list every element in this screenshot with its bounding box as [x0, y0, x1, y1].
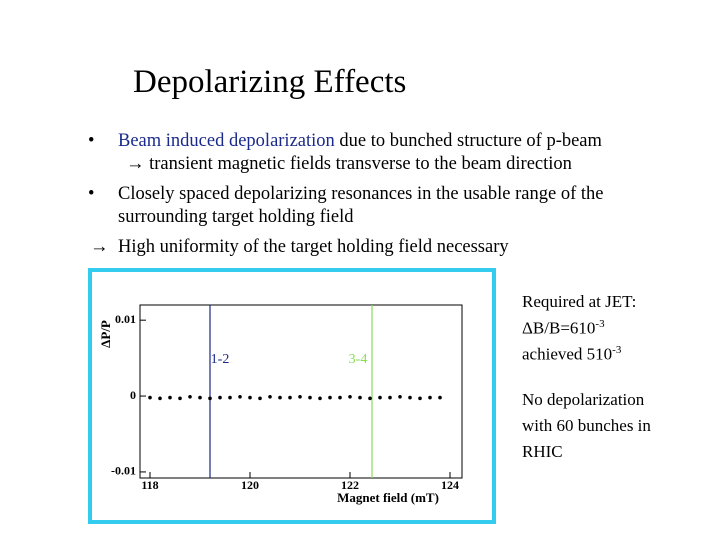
point: [388, 395, 392, 400]
text: surrounding target holding field: [118, 207, 354, 227]
point: [188, 395, 192, 399]
point: [278, 395, 282, 400]
point: [368, 396, 372, 401]
point: [438, 395, 442, 400]
point: [378, 395, 382, 400]
point: [328, 395, 332, 400]
note: RHIC: [522, 442, 563, 461]
bullet-marker: •: [88, 184, 95, 204]
text: Closely spaced depolarizing resonances i…: [118, 184, 604, 204]
exponent: -3: [595, 318, 605, 330]
point: [428, 395, 432, 400]
text: High uniformity of the target holding fi…: [118, 237, 509, 257]
y-tick-label: 0.01: [115, 312, 136, 326]
slide-title: Depolarizing Effects: [133, 64, 407, 100]
x-tick-label: 118: [141, 478, 158, 492]
x-tick-label: 122: [341, 478, 359, 492]
x-tick-label: 120: [241, 478, 259, 492]
y-axis-label: ΔP/P: [98, 320, 113, 348]
bullet-marker: •: [88, 131, 95, 151]
point: [148, 395, 152, 400]
note: achieved 510-3: [522, 344, 621, 365]
point: [258, 396, 262, 401]
bullet-text: surrounding target holding field: [118, 207, 354, 228]
note: with 60 bunches in: [522, 416, 651, 435]
point: [178, 396, 182, 401]
point: [228, 395, 232, 400]
point: [268, 395, 272, 399]
bullet-text: → transient magnetic fields transverse t…: [126, 154, 572, 175]
bullet-text: Beam induced depolarization due to bunch…: [118, 131, 602, 152]
point: [358, 395, 362, 400]
point: [288, 395, 292, 400]
point: [198, 395, 202, 400]
y-tick-label: -0.01: [111, 464, 136, 478]
point: [398, 395, 402, 399]
point: [308, 395, 312, 400]
point: [248, 395, 252, 400]
point: [408, 395, 412, 400]
point: [168, 395, 172, 400]
y-tick-label: 0: [130, 388, 136, 402]
x-axis-label: Magnet field (mT): [337, 490, 439, 505]
resonance-label: 1-2: [211, 352, 230, 367]
text: → transient magnetic fields transverse t…: [126, 154, 572, 174]
note-text: ΔB/B=610: [522, 318, 596, 338]
point: [218, 395, 222, 400]
exponent: -3: [612, 344, 622, 356]
chart-frame: [88, 268, 496, 524]
note-text: achieved 510: [522, 344, 613, 364]
bullet-text: High uniformity of the target holding fi…: [118, 237, 509, 258]
note: No depolarization: [522, 390, 645, 409]
x-tick-label: 124: [441, 478, 459, 492]
text: due to bunched structure of p-beam: [334, 131, 602, 151]
bullet-text: Closely spaced depolarizing resonances i…: [118, 184, 603, 205]
note: Required at JET:: [522, 292, 637, 311]
point: [208, 396, 212, 401]
point: [348, 395, 352, 399]
highlight: Beam induced depolarization: [118, 131, 335, 151]
point: [338, 395, 342, 400]
point: [158, 396, 162, 401]
point: [318, 396, 322, 401]
note: ΔB/B=610-3: [522, 318, 605, 339]
point: [238, 395, 242, 399]
point: [418, 396, 422, 401]
point: [298, 395, 302, 399]
plot-area: [139, 304, 463, 479]
bullet-marker: →: [90, 237, 109, 257]
resonance-label: 3-4: [349, 352, 368, 367]
